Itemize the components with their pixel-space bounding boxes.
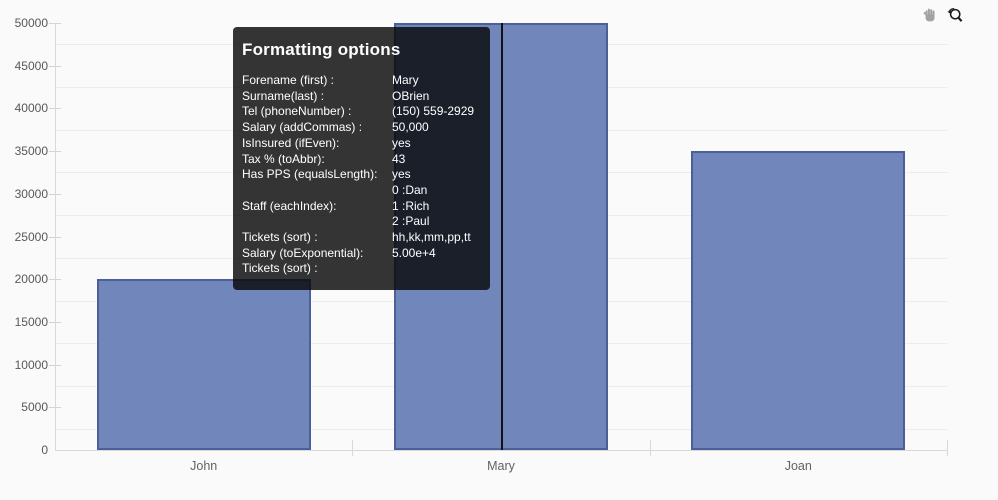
tooltip-row-value: (150) 559-2929 [392,104,475,119]
y-axis-label: 20000 [14,272,48,287]
y-axis-label: 15000 [14,314,48,329]
tooltip-row-label [242,214,392,230]
tooltip-rows: Forename (first) : Mary Surname(last) : OBr… [242,73,482,277]
y-axis-line [55,23,56,450]
tooltip-row-label: Has PPS (equalsLength): [242,167,378,182]
tooltip-row-value: OBrien [392,88,430,103]
tooltip-row-value: 50,000 [392,120,429,135]
tooltip-row-value: 5.00e+4 [392,245,436,260]
tooltip-row-label: Staff (eachIndex): [242,198,337,213]
y-axis-label: 35000 [14,144,48,159]
tooltip-row: Staff (eachIndex): 1 :Rich [242,199,482,215]
tooltip-row: Forename (first) : Mary [242,73,482,89]
x-axis-label-joan: Joan [784,459,812,473]
pan-hand-glyph [923,8,934,22]
tooltip-row-label: Tel (phoneNumber) : [242,104,352,119]
x-axis-line [55,450,947,451]
tooltip-row: Salary (addCommas) : 50,000 [242,120,482,136]
y-axis-label: 25000 [14,229,48,244]
x-axis-boundary-tick [649,440,651,456]
y-axis-label: 40000 [14,101,48,116]
bar-joan[interactable] [691,151,906,450]
tooltip-row-value: 1 :Rich [392,198,430,213]
formatting-options-tooltip: Formatting options Forename (first) : Mar… [233,27,490,290]
tooltip-row: Salary (toExponential): 5.00e+4 [242,246,482,262]
bar-john[interactable] [96,279,311,450]
y-axis-label: 45000 [14,58,48,73]
y-axis-label: 30000 [14,186,48,201]
x-axis-boundary-tick [947,440,948,456]
zoom-reset-icon[interactable] [944,4,964,26]
y-axis-label: 5000 [21,400,48,415]
tooltip-row-label: Salary (addCommas) : [242,120,363,135]
tooltip-row-label: Tax % (toAbbr): [242,151,325,166]
chart-toolbar [920,4,964,26]
tooltip-row-value: 2 :Paul [392,214,430,229]
tooltip-row: Surname(last) : OBrien [242,89,482,105]
tooltip-row-label: Tickets (sort) : [242,261,318,276]
x-axis-label-john: John [190,459,218,473]
y-axis-label: 0 [41,443,48,457]
tooltip-row-value: Mary [392,73,419,87]
tooltip-title: Formatting options [242,40,401,59]
tooltip-row-value: 43 [392,151,406,166]
y-axis-label: 10000 [14,357,48,372]
tooltip-row: 2 :Paul [242,214,482,230]
tooltip-row: 0 :Dan [242,183,482,199]
tooltip-row: Tickets (sort) : [242,261,482,277]
tooltip-row: Tel (phoneNumber) : (150) 559-2929 [242,104,482,120]
tooltip-row-value: yes [392,167,411,182]
tooltip-row: IsInsured (ifEven): yes [242,136,482,152]
tooltip-row-label: IsInsured (ifEven): [242,135,340,150]
tooltip-row-label: Surname(last) : [242,88,325,103]
tooltip-row: Has PPS (equalsLength): yes [242,167,482,183]
tooltip-row-label: Salary (toExponential): [242,245,364,260]
pan-hand-icon[interactable] [920,4,940,26]
tooltip-row-label: Tickets (sort) : [242,230,318,245]
tooltip-row: Tax % (toAbbr): 43 [242,152,482,168]
crosshair-guide-line [501,23,503,450]
tooltip-row: Tickets (sort) : hh,kk,mm,pp,tt [242,230,482,246]
y-axis-label: 50000 [14,16,48,30]
zoom-reset-glyph [946,7,962,22]
tooltip-row-label: Forename (first) : [242,73,335,87]
x-axis-boundary-tick [352,440,354,456]
tooltip-row-value: hh,kk,mm,pp,tt [392,230,471,245]
x-axis-label-mary: Mary [487,459,515,473]
tooltip-row-value: yes [392,135,411,150]
tooltip-row-value: 0 :Dan [392,182,428,197]
tooltip-row-label [242,183,392,199]
